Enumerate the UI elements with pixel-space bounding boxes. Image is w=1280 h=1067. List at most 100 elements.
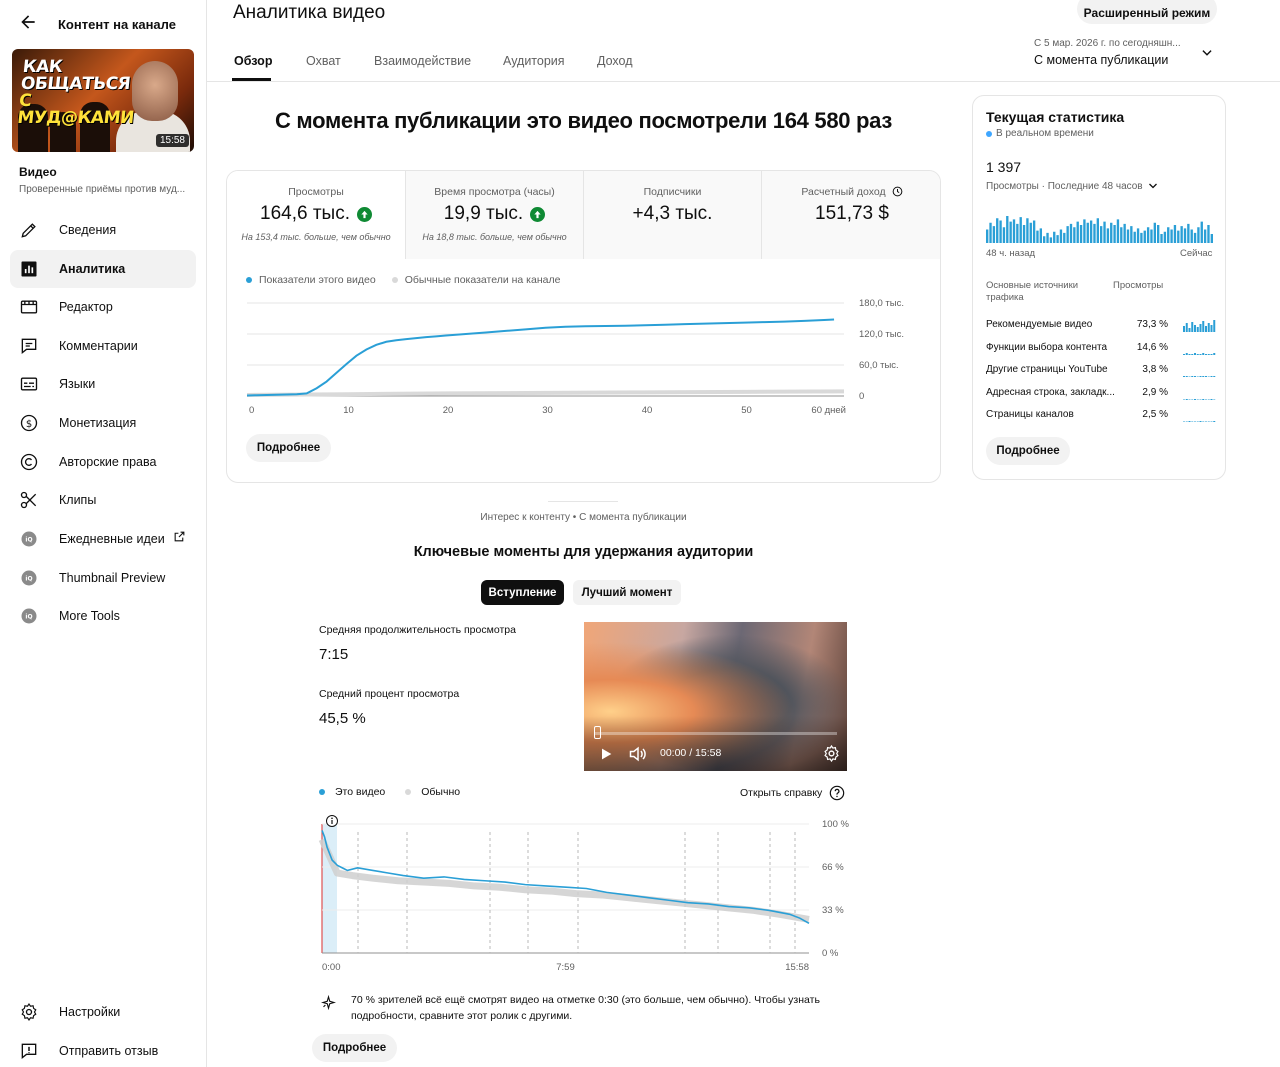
sidebar-item-comments[interactable]: Комментарии (10, 327, 196, 365)
sparkline-bar (1207, 323, 1210, 332)
sparkline-bar (1205, 399, 1207, 400)
analytics-icon (19, 259, 39, 279)
sidebar-item-more-tools[interactable]: iQ More Tools (10, 597, 196, 635)
metric-watch-time[interactable]: Время просмотра (часы) 19,9 тыс. На 18,8… (406, 171, 584, 259)
open-help-link[interactable]: Открыть справку (740, 785, 845, 801)
segment-best-moment-button[interactable]: Лучший момент (573, 580, 681, 605)
date-range-label: С момента публикации (1034, 53, 1169, 67)
sidebar-item-label: Аналитика (59, 262, 126, 276)
y-tick-label: 180,0 тыс. (859, 298, 904, 309)
realtime-bar (989, 222, 992, 243)
sidebar-item-monetization[interactable]: $ Монетизация (10, 404, 196, 442)
sidebar-item-feedback[interactable]: Отправить отзыв (10, 1032, 196, 1067)
traffic-source-label: Функции выбора контента (986, 341, 1108, 353)
realtime-bar (1157, 225, 1160, 243)
realtime-period-selector[interactable]: Просмотры · Последние 48 часов (986, 180, 1159, 192)
realtime-bar (1046, 232, 1049, 243)
tab-audience[interactable]: Аудитория (503, 54, 565, 68)
y-tick-label: 0 (859, 391, 864, 402)
metric-views[interactable]: Просмотры 164,6 тыс. На 153,4 тыс. больш… (227, 171, 406, 259)
back-arrow-icon[interactable] (18, 12, 38, 37)
sidebar-item-details[interactable]: Сведения (10, 211, 196, 249)
legend-dot-typical (405, 789, 412, 795)
tab-revenue[interactable]: Доход (597, 54, 633, 68)
sidebar-item-settings[interactable]: Настройки (10, 993, 196, 1031)
presenter-face (132, 61, 178, 121)
realtime-bar (1079, 225, 1083, 243)
traffic-source-row[interactable]: Страницы каналов 2,5 % (986, 406, 1216, 424)
realtime-bar-chart[interactable] (986, 214, 1214, 243)
progress-handle[interactable] (594, 726, 601, 739)
realtime-bar (1197, 227, 1200, 243)
tab-bar: Обзор Охват Взаимодействие Аудитория Дох… (207, 44, 1280, 82)
sparkline-bar (1194, 376, 1196, 377)
traffic-source-row[interactable]: Функции выбора контента 14,6 % (986, 339, 1216, 357)
sparkline-bar (1205, 376, 1207, 377)
tab-reach[interactable]: Охват (306, 54, 341, 68)
tab-overview[interactable]: Обзор (234, 54, 273, 68)
traffic-source-row[interactable]: Другие страницы YouTube 3,8 % (986, 361, 1216, 379)
sparkline-bar (1191, 322, 1194, 332)
sparkline-bar (1196, 399, 1199, 400)
views-headline: С момента публикации это видео посмотрел… (275, 108, 892, 133)
overview-line-chart[interactable]: 0 60,0 тыс. 120,0 тыс. 180,0 тыс. 0 10 20 30 40 5… (227, 291, 941, 421)
traffic-source-label: Другие страницы YouTube (986, 364, 1108, 375)
realtime-more-button[interactable]: Подробнее (986, 437, 1070, 465)
y-tick-label: 0 % (822, 948, 839, 959)
advanced-mode-button[interactable]: Расширенный режим (1077, 0, 1217, 24)
legend-typical: Обычные показатели на канале (404, 274, 561, 286)
sidebar-item-thumbnail-preview[interactable]: iQ Thumbnail Preview (10, 559, 196, 597)
series-typical-band (318, 838, 810, 923)
sparkline-bar (1185, 421, 1188, 422)
gear-icon (19, 1002, 39, 1022)
video-thumbnail[interactable]: КАК ОБЩАТЬСЯ С МУД@КАМИ 15:58 (12, 49, 194, 152)
traffic-source-label: Страницы каналов (986, 409, 1074, 420)
traffic-source-sparkline (1183, 421, 1216, 422)
metric-revenue[interactable]: Расчетный доход 151,73 $ (762, 171, 940, 259)
sparkline-bar (1202, 398, 1205, 400)
realtime-bar (1150, 229, 1153, 243)
x-tick-label: 10 (343, 405, 354, 416)
sidebar-item-editor[interactable]: Редактор (10, 288, 196, 326)
sidebar-item-label: Thumbnail Preview (59, 571, 166, 585)
traffic-source-row[interactable]: Адресная строка, закладк... 2,9 % (986, 384, 1216, 402)
sparkline-bar (1210, 398, 1213, 400)
player-progress-bar[interactable] (594, 732, 837, 735)
legend-dot-this-video (319, 789, 325, 795)
metric-subscribers[interactable]: Подписчики +4,3 тыс. (584, 171, 762, 259)
axis-start-label: 48 ч. назад (986, 248, 1036, 259)
realtime-bar (1126, 229, 1130, 243)
video-player[interactable]: 00:00 / 15:58 (584, 622, 847, 771)
traffic-sources-header: Основные источники трафика (986, 280, 1079, 303)
player-time: 00:00 / 15:58 (660, 747, 722, 759)
chevron-down-icon[interactable] (1200, 46, 1214, 65)
gear-icon[interactable] (822, 744, 841, 768)
realtime-bar (1143, 230, 1146, 243)
retention-line-chart[interactable]: 0 % 33 % 66 % 100 % 0:00 7:59 15:58 (310, 808, 865, 978)
sparkline-bar (1202, 321, 1205, 332)
realtime-bar (1103, 221, 1106, 243)
realtime-count: 1 397 (986, 159, 1022, 175)
avg-duration-label: Средняя продолжительность просмотра (319, 624, 516, 636)
realtime-bar (1089, 220, 1093, 243)
traffic-source-row[interactable]: Рекомендуемые видео 73,3 % (986, 316, 1216, 334)
tab-engagement[interactable]: Взаимодействие (374, 54, 472, 68)
realtime-bar (1120, 227, 1123, 243)
sidebar-item-languages[interactable]: Языки (10, 365, 196, 403)
segment-intro-button[interactable]: Вступление (481, 580, 564, 605)
sidebar-item-clips[interactable]: Клипы (10, 481, 196, 519)
realtime-bar (1133, 231, 1136, 243)
sidebar-item-daily-ideas[interactable]: iQ Ежедневные идеи (10, 520, 196, 558)
sidebar-item-analytics[interactable]: Аналитика (10, 250, 196, 288)
volume-icon[interactable] (628, 744, 648, 769)
play-icon[interactable] (598, 746, 614, 767)
sidebar-item-copyright[interactable]: Авторские права (10, 443, 196, 481)
date-range-selector[interactable]: С 5 мар. 2026 г. по сегодняшн... С момен… (1034, 38, 1181, 67)
sparkline-bar (1196, 353, 1199, 355)
overview-more-button[interactable]: Подробнее (246, 434, 331, 462)
vidiq-icon: iQ (19, 529, 39, 549)
realtime-bar (1116, 219, 1120, 243)
retention-more-button[interactable]: Подробнее (312, 1034, 397, 1062)
sidebar-item-label: Ежедневные идеи (59, 532, 165, 546)
dollar-icon: $ (19, 413, 39, 433)
